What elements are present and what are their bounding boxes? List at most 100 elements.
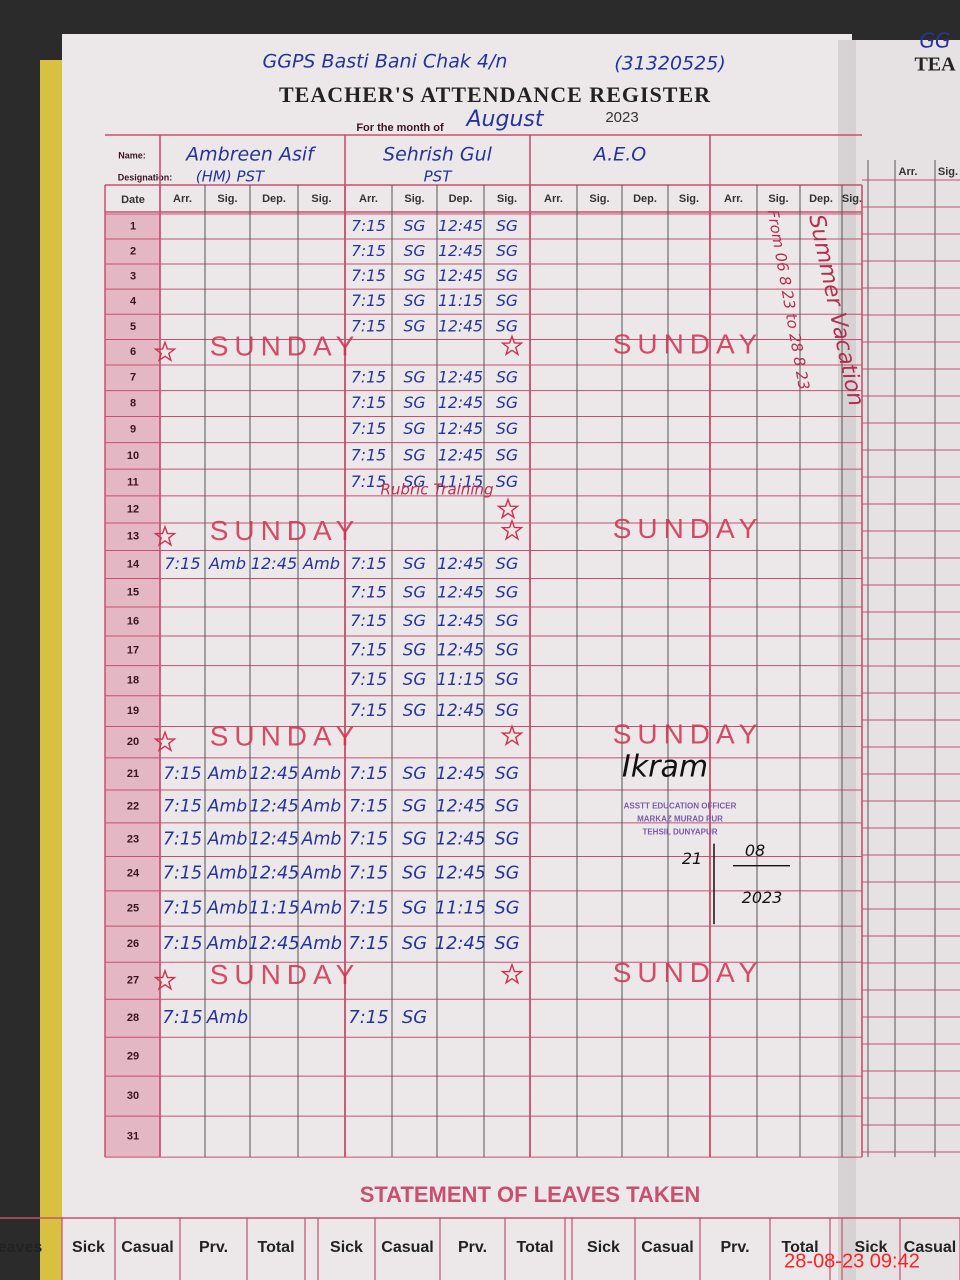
column-header: Sig.	[311, 193, 331, 205]
leaves-column: Casual	[381, 1239, 433, 1256]
attendance-entry: 11:15	[438, 292, 483, 310]
right-page-title: TEA	[914, 54, 956, 76]
attendance-entry: 11:15	[248, 898, 299, 918]
attendance-entry: 7:15	[349, 898, 389, 918]
attendance-entry: Amb	[207, 830, 248, 850]
attendance-entry: SG	[496, 393, 518, 412]
attendance-entry: SG	[402, 898, 427, 918]
attendance-entry: 12:45	[438, 217, 483, 235]
attendance-entry: SG	[494, 933, 519, 954]
attendance-entry: 7:15	[163, 898, 203, 918]
attendance-entry: SG	[404, 217, 426, 235]
attendance-entry: SG	[496, 419, 518, 438]
attendance-entry: SG	[404, 292, 426, 310]
star-mark	[496, 497, 520, 520]
date-number: 23	[127, 834, 139, 846]
date-header: Date	[121, 194, 145, 206]
attendance-entry: 7:15	[163, 796, 202, 816]
date-number: 30	[127, 1090, 139, 1102]
date-number: 4	[130, 296, 137, 308]
aeo-stamp: ASSTT EDUCATION OFFICER	[624, 802, 737, 811]
attendance-entry: 12:45	[251, 554, 298, 573]
attendance-entry: Amb	[206, 1007, 248, 1028]
leaves-column: Total	[516, 1239, 553, 1256]
date-number: 8	[130, 397, 136, 409]
column-header: Arr.	[173, 193, 192, 205]
date-number: 26	[127, 938, 139, 950]
attendance-entry: SG	[403, 640, 426, 659]
aeo-signature: Ikram	[622, 749, 708, 784]
attendance-entry: Amb	[207, 796, 248, 816]
attendance-entry: SG	[404, 317, 426, 335]
leaves-header: eaves	[0, 1239, 42, 1256]
attendance-entry: 7:15	[351, 317, 386, 335]
attendance-entry: 7:15	[349, 764, 387, 784]
column-header: Sig.	[842, 193, 862, 205]
attendance-entry: SG	[403, 670, 427, 689]
attendance-entry: SG	[496, 582, 519, 601]
leaves-column: Prv.	[199, 1239, 228, 1256]
attendance-entry: 7:15	[350, 700, 388, 720]
name-label: Name:	[118, 150, 146, 160]
leaves-column: Casual	[904, 1239, 956, 1256]
right-page	[848, 40, 960, 1280]
attendance-entry: 12:45	[438, 419, 483, 438]
attendance-entry: 7:15	[351, 242, 386, 260]
visit-year: 2023	[742, 888, 783, 907]
leaves-column: Casual	[641, 1239, 693, 1256]
attendance-entry: SG	[495, 640, 518, 659]
date-number: 11	[127, 476, 139, 488]
school-code: (31320525)	[614, 53, 726, 75]
attendance-entry: SG	[403, 393, 425, 412]
attendance-entry: SG	[496, 242, 518, 260]
sunday-mark: SUNDAY	[210, 959, 361, 990]
attendance-entry: Amb	[301, 830, 342, 850]
column-header: Arr.	[544, 193, 563, 205]
star-mark	[500, 724, 524, 747]
attendance-entry: 7:15	[163, 764, 201, 784]
attendance-entry: SG	[403, 700, 427, 720]
teacher-name: Ambreen Asif	[184, 144, 317, 166]
column-header: Sig.	[679, 193, 699, 205]
year: 2023	[605, 109, 638, 126]
attendance-entry: Amb	[302, 554, 340, 573]
attendance-entry: SG	[495, 864, 520, 884]
date-number: 19	[127, 705, 139, 717]
attendance-entry: 7:15	[349, 864, 388, 884]
teacher-designation: PST	[424, 168, 454, 186]
star-mark	[153, 730, 177, 753]
attendance-entry: 7:15	[351, 217, 386, 235]
attendance-entry: 7:15	[350, 670, 387, 689]
training-note: Rubric Training	[380, 480, 493, 498]
leaves-column: Sick	[587, 1239, 620, 1256]
attendance-entry: Amb	[300, 898, 342, 918]
attendance-entry: 12:45	[435, 830, 485, 850]
attendance-entry: 7:15	[351, 393, 386, 412]
date-number: 9	[130, 423, 136, 435]
sunday-mark: SUNDAY	[613, 719, 764, 750]
attendance-entry: 12:45	[437, 554, 484, 573]
leaves-title: STATEMENT OF LEAVES TAKEN	[360, 1182, 701, 1207]
attendance-entry: SG	[496, 554, 519, 573]
attendance-entry: SG	[402, 1007, 427, 1028]
attendance-entry: SG	[402, 864, 427, 884]
star-mark	[153, 524, 177, 547]
attendance-entry: Amb	[301, 796, 342, 816]
attendance-entry: SG	[495, 700, 519, 720]
sunday-mark: SUNDAY	[210, 331, 361, 362]
left-page	[62, 34, 852, 1280]
date-number: 21	[127, 768, 139, 780]
leaves-column: Total	[781, 1239, 818, 1256]
date-number: 28	[127, 1012, 139, 1024]
sunday-mark: SUNDAY	[613, 513, 764, 544]
attendance-entry: 7:15	[348, 933, 388, 954]
attendance-entry: 12:45	[435, 933, 487, 954]
date-number: 12	[127, 503, 139, 515]
date-number: 6	[130, 346, 136, 358]
attendance-entry: 7:15	[162, 933, 202, 954]
sunday-mark: SUNDAY	[210, 515, 361, 546]
attendance-entry: 7:15	[162, 1007, 202, 1028]
attendance-entry: 7:15	[351, 292, 386, 310]
